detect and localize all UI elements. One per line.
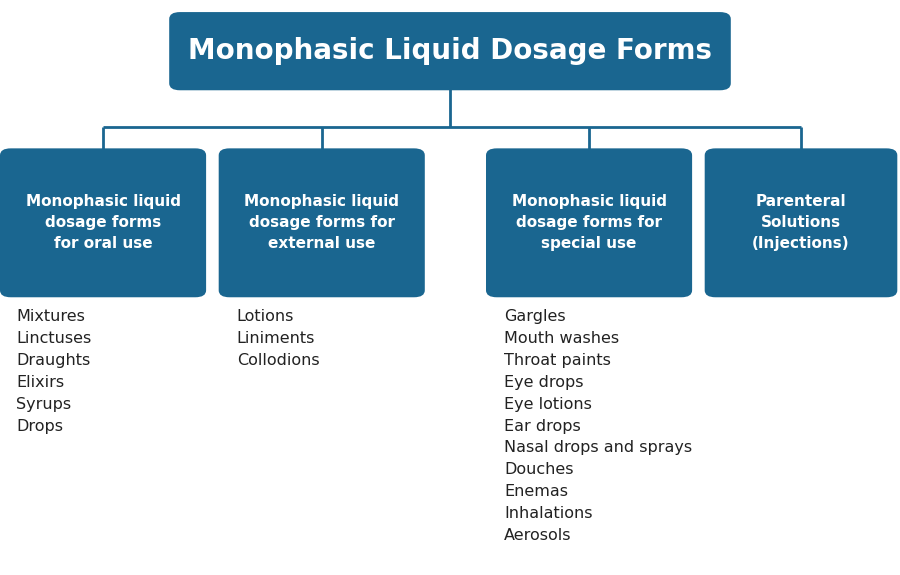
Text: Lotions: Lotions	[237, 309, 294, 324]
Text: Gargles: Gargles	[504, 309, 565, 324]
Text: Throat paints: Throat paints	[504, 353, 611, 368]
Text: Mixtures: Mixtures	[16, 309, 86, 324]
FancyBboxPatch shape	[705, 148, 897, 297]
Text: Inhalations: Inhalations	[504, 506, 592, 521]
Text: Aerosols: Aerosols	[504, 528, 572, 543]
Text: Monophasic liquid
dosage forms for
external use: Monophasic liquid dosage forms for exter…	[244, 194, 400, 251]
FancyBboxPatch shape	[169, 12, 731, 90]
Text: Mouth washes: Mouth washes	[504, 331, 619, 346]
Text: Eye lotions: Eye lotions	[504, 397, 592, 412]
Text: Syrups: Syrups	[16, 397, 71, 412]
FancyBboxPatch shape	[0, 148, 206, 297]
Text: Monophasic liquid
dosage forms for
special use: Monophasic liquid dosage forms for speci…	[511, 194, 667, 251]
FancyBboxPatch shape	[219, 148, 425, 297]
Text: Drops: Drops	[16, 419, 63, 434]
FancyBboxPatch shape	[486, 148, 692, 297]
Text: Parenteral
Solutions
(Injections): Parenteral Solutions (Injections)	[752, 194, 850, 251]
Text: Nasal drops and sprays: Nasal drops and sprays	[504, 440, 692, 455]
Text: Monophasic liquid
dosage forms
for oral use: Monophasic liquid dosage forms for oral …	[25, 194, 181, 251]
Text: Douches: Douches	[504, 462, 573, 477]
Text: Monophasic Liquid Dosage Forms: Monophasic Liquid Dosage Forms	[188, 37, 712, 65]
Text: Elixirs: Elixirs	[16, 375, 64, 390]
Text: Enemas: Enemas	[504, 484, 568, 499]
Text: Liniments: Liniments	[237, 331, 315, 346]
Text: Ear drops: Ear drops	[504, 419, 580, 434]
Text: Collodions: Collodions	[237, 353, 320, 368]
Text: Linctuses: Linctuses	[16, 331, 92, 346]
Text: Eye drops: Eye drops	[504, 375, 583, 390]
Text: Draughts: Draughts	[16, 353, 90, 368]
